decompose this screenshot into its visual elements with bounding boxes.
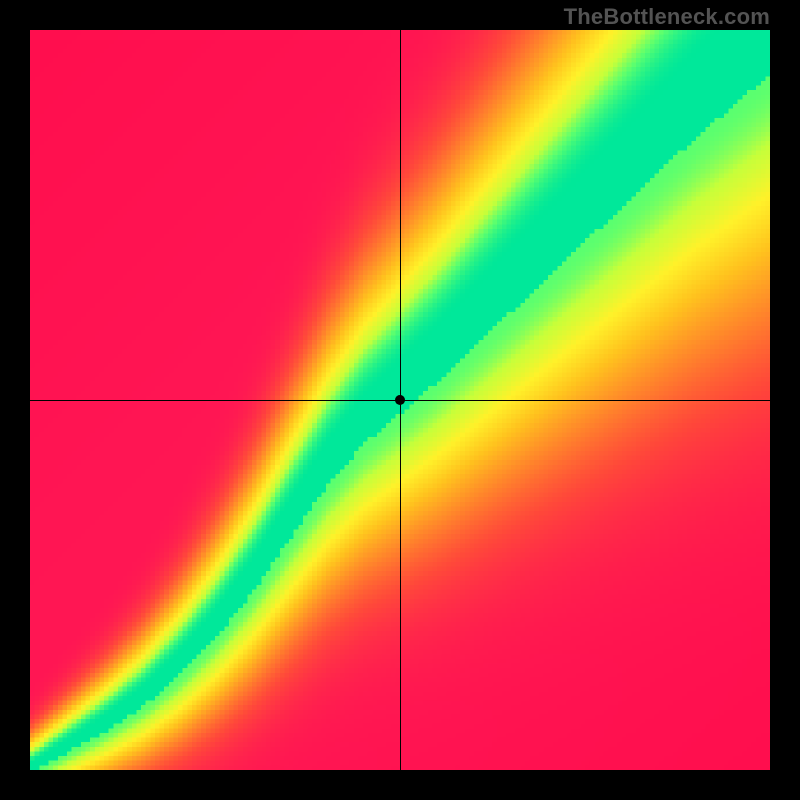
crosshair-overlay xyxy=(30,30,770,770)
watermark-label: TheBottleneck.com xyxy=(564,4,770,30)
